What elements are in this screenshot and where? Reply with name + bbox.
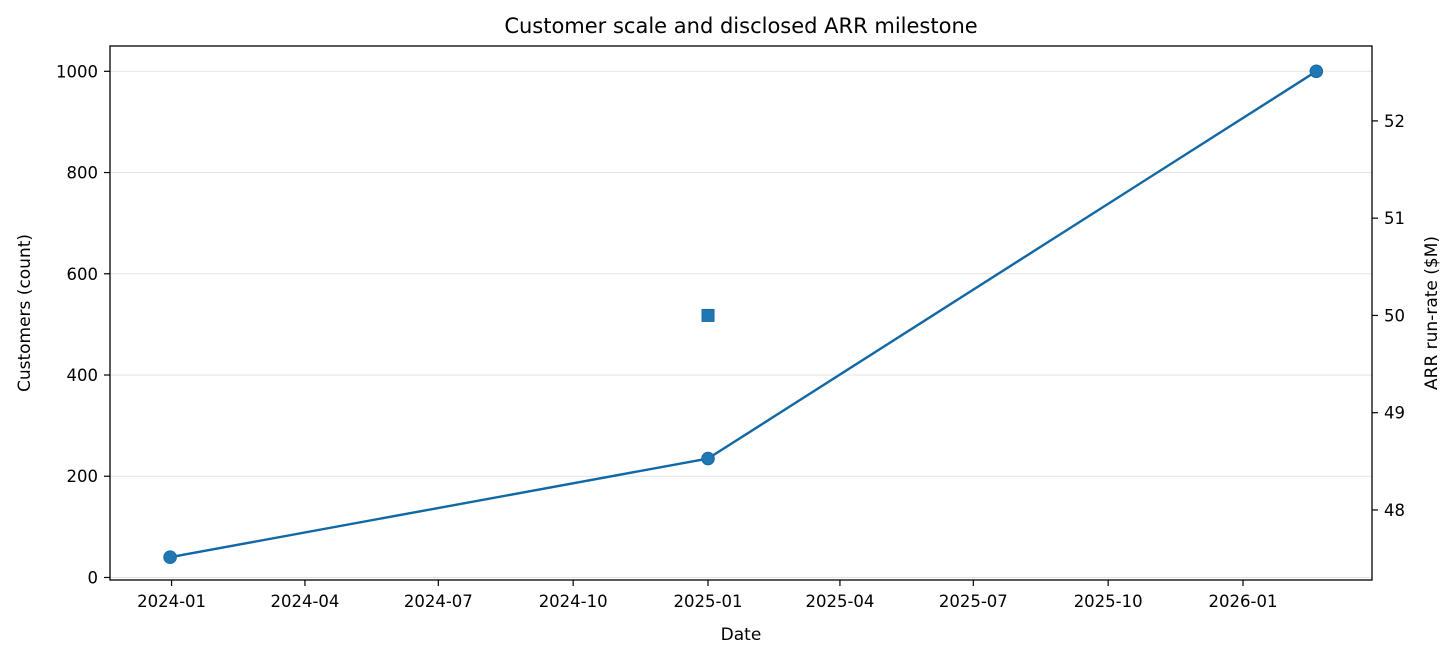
y-tick-label: 200 [67, 467, 99, 486]
x-axis: 2024-01 2024-04 2024-07 2024-10 2025-01 2025-… [137, 580, 1277, 611]
y-tick-label: 800 [67, 164, 99, 183]
x-tick-label: 2025-04 [805, 592, 874, 611]
y2-axis-label: ARR run-rate ($M) [1422, 236, 1442, 390]
grid [110, 70, 1372, 578]
x-tick-label: 2025-01 [674, 592, 743, 611]
y2-tick-label: 52 [1384, 112, 1405, 131]
x-tick-label: 2025-07 [939, 592, 1008, 611]
y-axis-label: Customers (count) [15, 234, 35, 392]
customer-point [163, 550, 177, 565]
y2-tick-label: 50 [1384, 306, 1405, 325]
chart-marks [163, 64, 1324, 565]
x-tick-label: 2024-07 [404, 592, 473, 611]
plot-frame [109, 45, 1373, 581]
y-axis-left: 0 200 400 600 800 1000 [56, 62, 110, 587]
y2-tick-label: 49 [1384, 404, 1405, 423]
y-tick-label: 400 [67, 366, 99, 385]
x-tick-label: 2026-01 [1209, 592, 1278, 611]
y-tick-label: 600 [67, 265, 99, 284]
y-axis-right: 48 49 50 51 52 [1372, 112, 1405, 520]
y-tick-label: 0 [88, 568, 99, 587]
customer-point [1309, 64, 1324, 79]
y2-tick-label: 51 [1384, 209, 1405, 228]
x-tick-label: 2025-10 [1074, 592, 1143, 611]
y-tick-label: 1000 [56, 62, 98, 81]
x-tick-label: 2024-10 [539, 592, 608, 611]
x-tick-label: 2024-01 [137, 592, 206, 611]
chart-title: Customer scale and disclosed ARR milesto… [504, 14, 977, 38]
x-tick-label: 2024-04 [270, 592, 339, 611]
arr-square-marker [701, 308, 715, 322]
x-axis-label: Date [721, 625, 762, 645]
customer-point [701, 451, 715, 466]
y2-tick-label: 48 [1384, 501, 1405, 520]
